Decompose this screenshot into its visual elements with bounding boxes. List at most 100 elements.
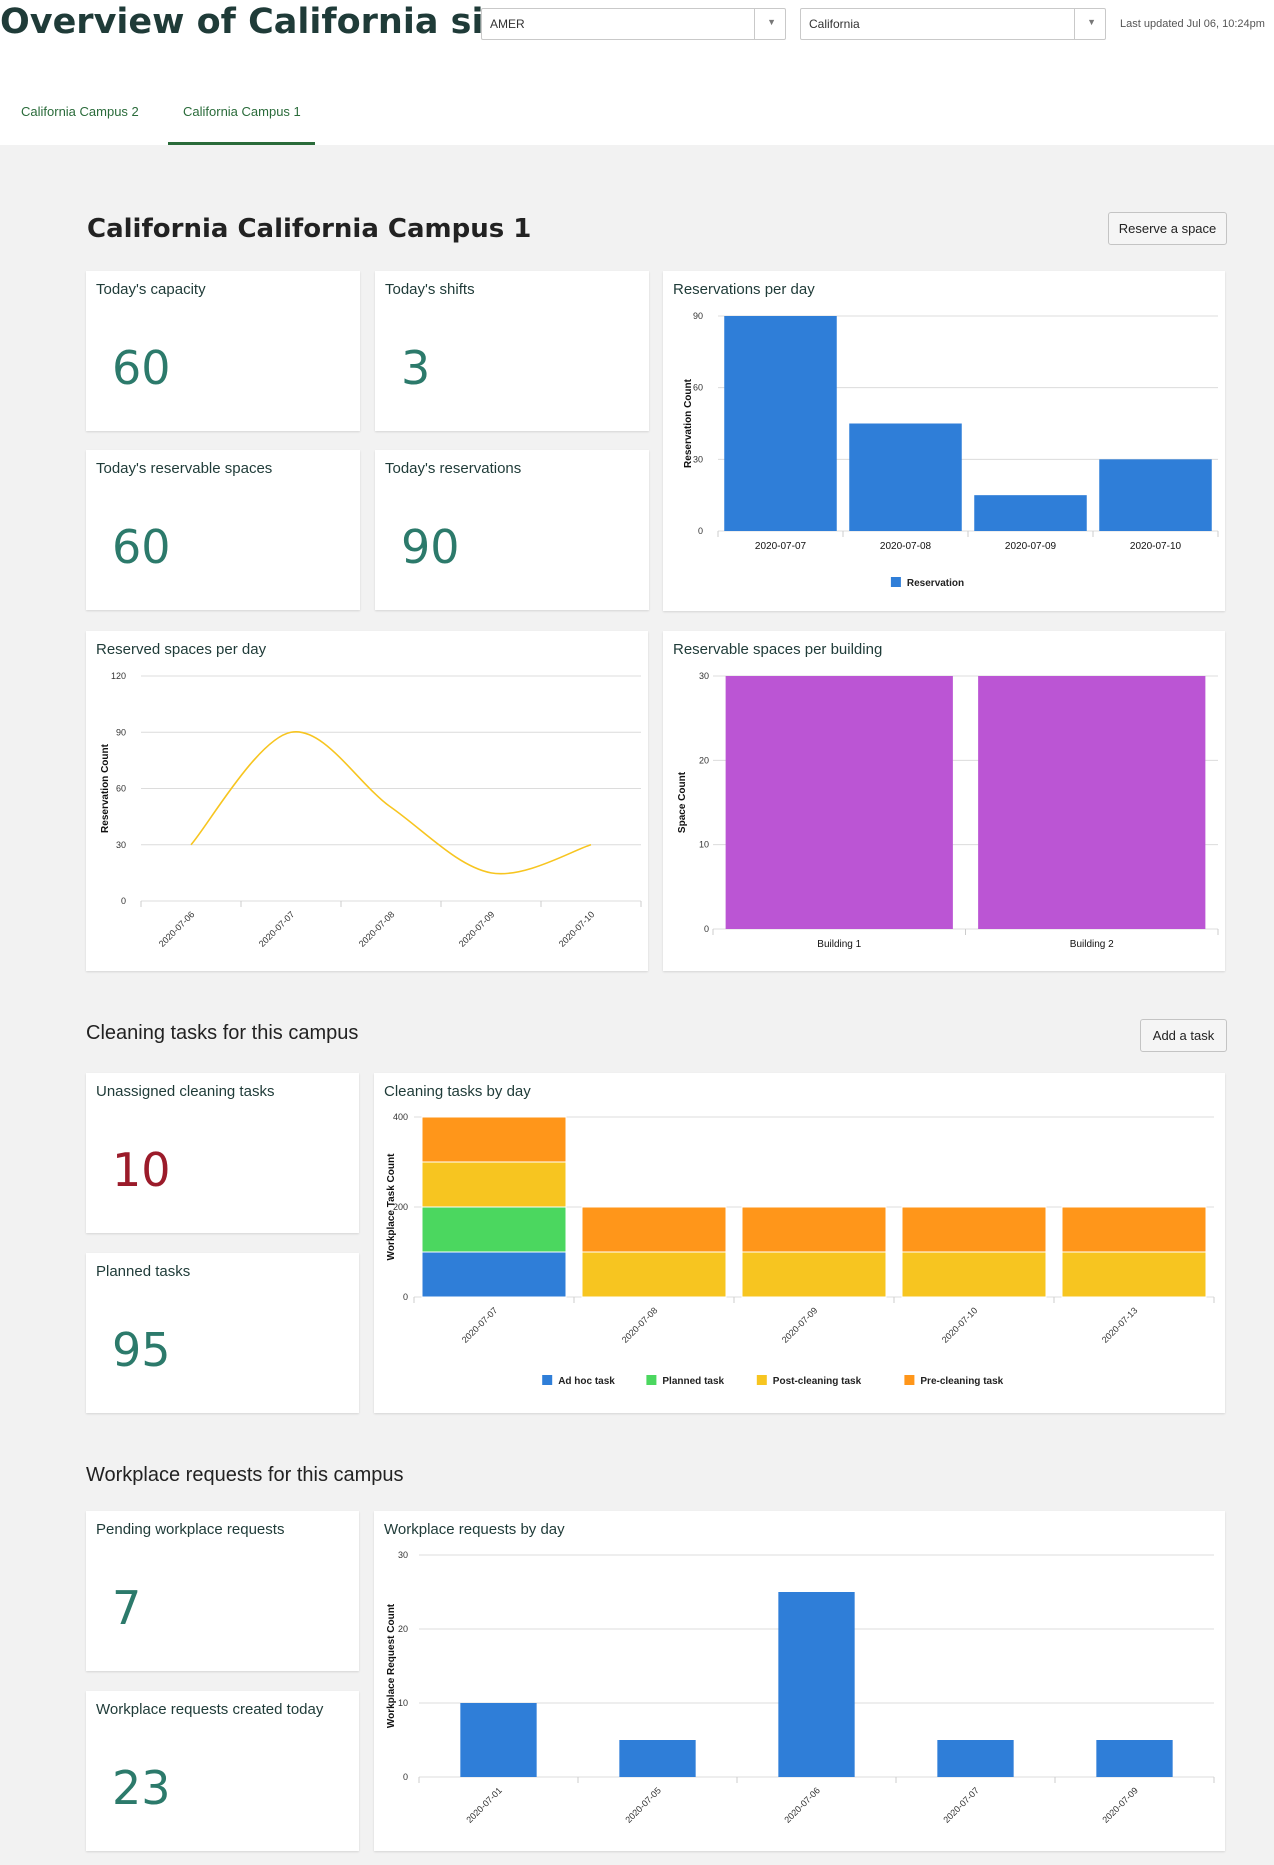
legend-swatch xyxy=(756,1375,767,1385)
stacked-bar-segment xyxy=(421,1116,567,1163)
x-tick-label: 2020-07-01 xyxy=(464,1785,504,1825)
x-tick-label: 2020-07-10 xyxy=(940,1305,980,1345)
kpi-capacity-card: Today's capacity 60 xyxy=(86,271,360,431)
x-tick-label: 2020-07-07 xyxy=(460,1305,500,1345)
reserved-spaces-per-day-chart: 0 30 60 90 120 Reservation Count 2020-07-06 202… xyxy=(100,671,642,949)
bar xyxy=(974,495,1087,531)
x-tick-label: 2020-07-10 xyxy=(1130,541,1182,552)
bar xyxy=(619,1740,696,1777)
region-select-value: AMER xyxy=(490,17,525,31)
y-axis-label: Reservation Count xyxy=(100,743,111,833)
chart-title: Reserved spaces per day xyxy=(96,641,267,658)
page-title: Overview of California sites xyxy=(0,2,545,42)
kpi-label: Today's shifts xyxy=(385,281,475,298)
chart-title: Cleaning tasks by day xyxy=(384,1083,531,1100)
kpi-value: 60 xyxy=(112,341,171,395)
tab-california-campus-1[interactable]: California Campus 1 xyxy=(183,104,301,119)
kpi-label: Unassigned cleaning tasks xyxy=(96,1083,275,1100)
kpi-planned-card: Planned tasks 95 xyxy=(86,1253,359,1413)
kpi-label: Today's reservations xyxy=(385,460,522,477)
campus-title: California California Campus 1 xyxy=(87,214,532,244)
kpi-shifts-card: Today's shifts 3 xyxy=(375,271,649,431)
reservations-per-day-card: Reservations per day 0 30 60 90 Reservation … xyxy=(663,271,1225,611)
y-tick-label: 20 xyxy=(398,1624,408,1634)
y-tick-label: 30 xyxy=(398,1550,408,1560)
y-tick-label: 200 xyxy=(393,1202,408,1212)
kpi-value: 7 xyxy=(112,1581,142,1635)
site-select-value: California xyxy=(809,17,860,31)
y-tick-label: 400 xyxy=(393,1112,408,1122)
stacked-bar-segment xyxy=(901,1206,1047,1253)
legend-item: Reservation xyxy=(907,578,964,589)
stacked-bar-segment xyxy=(421,1206,567,1253)
stacked-bar-segment xyxy=(421,1161,567,1208)
legend-swatch xyxy=(646,1375,657,1385)
add-task-button[interactable]: Add a task xyxy=(1140,1019,1227,1052)
chevron-down-icon[interactable]: ▼ xyxy=(1087,17,1096,27)
reserve-space-button[interactable]: Reserve a space xyxy=(1108,212,1227,245)
stacked-bar-segment xyxy=(901,1251,1047,1298)
kpi-pending-card: Pending workplace requests 7 xyxy=(86,1511,359,1671)
bar xyxy=(1099,459,1212,531)
bar xyxy=(778,1592,855,1777)
y-tick-label: 10 xyxy=(398,1698,408,1708)
kpi-label: Today's capacity xyxy=(96,281,206,298)
x-tick-label: Building 2 xyxy=(1070,939,1114,950)
legend-swatch xyxy=(542,1375,553,1385)
kpi-unassigned-card: Unassigned cleaning tasks 10 xyxy=(86,1073,359,1233)
chevron-down-icon[interactable]: ▼ xyxy=(767,17,776,27)
reservations-per-day-chart: 0 30 60 90 Reservation Count 2020-07-07 2020-0… xyxy=(683,311,1219,589)
reserved-spaces-per-day-card: Reserved spaces per day 0 30 60 90 120 Reserv… xyxy=(86,631,648,971)
stacked-bar-segment xyxy=(1061,1251,1207,1298)
x-tick-label: 2020-07-05 xyxy=(623,1785,663,1825)
y-tick-label: 30 xyxy=(693,454,703,464)
site-select[interactable]: California ▼ xyxy=(800,8,1106,40)
chart-title: Workplace requests by day xyxy=(384,1521,565,1538)
y-tick-label: 90 xyxy=(116,727,126,737)
y-tick-label: 90 xyxy=(693,311,703,321)
y-tick-label: 30 xyxy=(699,671,709,681)
legend-item: Ad hoc task xyxy=(558,1376,615,1387)
bar xyxy=(724,316,837,531)
stacked-bar-segment xyxy=(581,1251,727,1298)
region-select[interactable]: AMER ▼ xyxy=(481,8,786,40)
x-tick-label: 2020-07-08 xyxy=(357,909,397,949)
bar xyxy=(978,676,1206,929)
x-tick-label: 2020-07-06 xyxy=(157,909,197,949)
bar xyxy=(849,423,962,531)
workplace-requests-chart: 0 10 20 30 Workplace Request Count 2020-07-01… xyxy=(386,1550,1215,1825)
y-tick-label: 60 xyxy=(116,784,126,794)
y-tick-label: 0 xyxy=(698,526,703,536)
tab-california-campus-2[interactable]: California Campus 2 xyxy=(21,104,139,119)
stacked-bar-segment xyxy=(1061,1206,1207,1253)
y-tick-label: 20 xyxy=(699,755,709,765)
kpi-value: 23 xyxy=(112,1761,171,1815)
kpi-value: 10 xyxy=(112,1143,171,1197)
reservable-per-building-card: Reservable spaces per building 0 10 20 30 Sp… xyxy=(663,631,1225,971)
stacked-bar-segment xyxy=(741,1251,887,1298)
cleaning-tasks-chart: 0 200 400 Workplace Task Count 2020-07-07 202… xyxy=(386,1112,1215,1387)
reservable-per-building-chart: 0 10 20 30 Space Count Building 1 Building 2 xyxy=(677,671,1219,950)
y-tick-label: 30 xyxy=(116,840,126,850)
x-tick-label: 2020-07-07 xyxy=(755,541,807,552)
top-bar: Overview of California sites AMER ▼ Cali… xyxy=(0,0,1274,145)
x-tick-label: 2020-07-09 xyxy=(1005,541,1057,552)
y-tick-label: 10 xyxy=(699,840,709,850)
y-tick-label: 0 xyxy=(403,1772,408,1782)
select-divider xyxy=(1074,9,1075,39)
bar xyxy=(1096,1740,1173,1777)
legend-swatch xyxy=(904,1375,915,1385)
stacked-bar-segment xyxy=(741,1206,887,1253)
kpi-created-today-card: Workplace requests created today 23 xyxy=(86,1691,359,1851)
bar xyxy=(725,676,953,929)
last-updated: Last updated Jul 06, 10:24pm xyxy=(1120,18,1265,30)
x-tick-label: Building 1 xyxy=(817,939,861,950)
legend-item: Post-cleaning task xyxy=(773,1376,862,1387)
y-axis-label: Reservation Count xyxy=(683,378,694,468)
y-tick-label: 0 xyxy=(704,924,709,934)
y-axis-label: Space Count xyxy=(677,771,688,833)
y-axis-label: Workplace Task Count xyxy=(386,1153,397,1261)
x-tick-label: 2020-07-09 xyxy=(1100,1785,1140,1825)
kpi-label: Today's reservable spaces xyxy=(96,460,273,477)
x-tick-label: 2020-07-07 xyxy=(941,1785,981,1825)
